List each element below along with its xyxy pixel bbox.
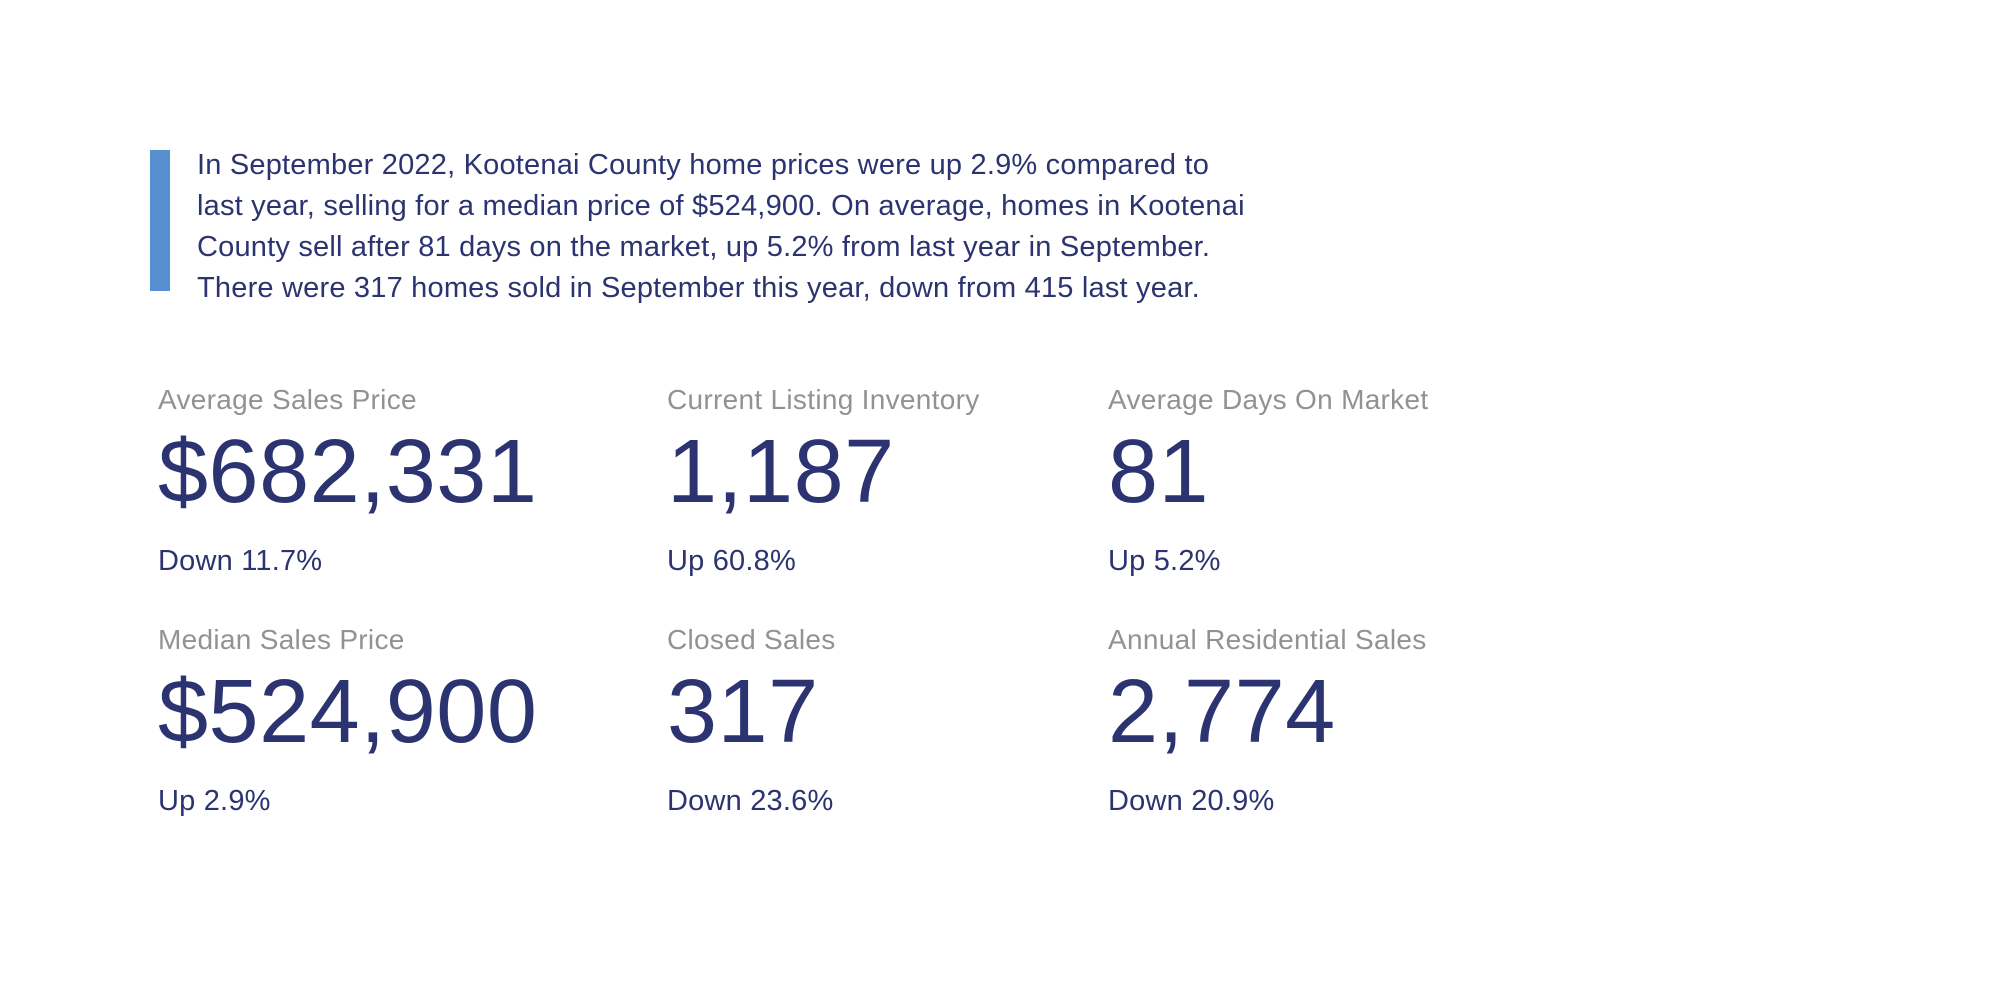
stat-change: Up 5.2%: [1108, 545, 1221, 577]
stat-closed-sales: Closed Sales 317 Down 23.6%: [667, 623, 1108, 819]
market-summary-quote: In September 2022, Kootenai County home …: [150, 149, 1245, 309]
stat-average-sales-price: Average Sales Price $682,331 Down 11.7%: [158, 383, 667, 579]
stat-label: Closed Sales: [667, 624, 836, 655]
stat-value: $524,900: [158, 662, 538, 762]
stat-change: Up 60.8%: [667, 545, 796, 577]
stat-median-sales-price: Median Sales Price $524,900 Up 2.9%: [158, 623, 667, 819]
stat-label: Average Days On Market: [1108, 384, 1429, 415]
quote-accent-bar: [150, 150, 170, 291]
stat-label: Current Listing Inventory: [667, 384, 980, 415]
stat-change: Down 11.7%: [158, 545, 323, 577]
summary-line: County sell after 81 days on the market,…: [197, 231, 1211, 263]
stat-change: Up 2.9%: [158, 785, 271, 817]
stat-value: 1,187: [667, 422, 895, 522]
stat-value: 317: [667, 662, 819, 762]
stat-change: Down 20.9%: [1108, 785, 1275, 817]
stat-label: Annual Residential Sales: [1108, 624, 1427, 655]
stats-grid: Average Sales Price $682,331 Down 11.7% …: [158, 383, 1428, 819]
stat-value: 2,774: [1108, 662, 1336, 762]
stat-current-listing-inventory: Current Listing Inventory 1,187 Up 60.8%: [667, 383, 1108, 579]
summary-line: last year, selling for a median price of…: [197, 190, 1245, 222]
market-summary-text: In September 2022, Kootenai County home …: [197, 145, 1245, 309]
stat-label: Average Sales Price: [158, 384, 417, 415]
stat-label: Median Sales Price: [158, 624, 405, 655]
stat-value: $682,331: [158, 422, 538, 522]
stat-annual-residential-sales: Annual Residential Sales 2,774 Down 20.9…: [1108, 623, 1428, 819]
summary-line: There were 317 homes sold in September t…: [197, 272, 1200, 304]
stat-change: Down 23.6%: [667, 785, 834, 817]
stat-average-days-on-market: Average Days On Market 81 Up 5.2%: [1108, 383, 1428, 579]
summary-line: In September 2022, Kootenai County home …: [197, 149, 1210, 181]
stat-value: 81: [1108, 422, 1210, 522]
